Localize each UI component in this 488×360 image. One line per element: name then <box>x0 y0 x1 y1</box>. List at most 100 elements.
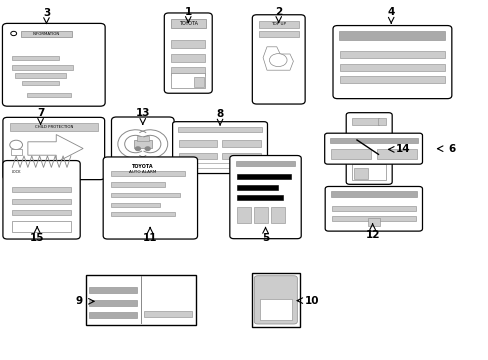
Bar <box>353 168 367 179</box>
Bar <box>340 51 444 58</box>
Bar <box>258 21 298 28</box>
Bar <box>12 65 73 69</box>
Text: 13: 13 <box>135 108 150 118</box>
Bar <box>89 287 137 293</box>
Bar <box>236 185 278 189</box>
Bar <box>339 31 445 40</box>
FancyBboxPatch shape <box>324 133 422 164</box>
Bar <box>351 118 378 125</box>
Text: TOYOTA: TOYOTA <box>132 164 153 169</box>
Bar <box>12 56 59 60</box>
Bar <box>111 182 165 187</box>
Bar <box>12 187 71 192</box>
FancyBboxPatch shape <box>346 113 391 184</box>
Bar <box>351 164 386 180</box>
Bar <box>329 138 417 143</box>
Bar <box>12 221 71 232</box>
Text: AUTO ALARM: AUTO ALARM <box>129 170 156 174</box>
Circle shape <box>10 140 22 150</box>
Bar <box>111 203 160 207</box>
Polygon shape <box>28 135 83 162</box>
Text: 7: 7 <box>37 108 44 118</box>
Bar <box>179 153 217 159</box>
Text: 15: 15 <box>30 233 44 243</box>
Text: 5: 5 <box>262 233 268 243</box>
Text: 9: 9 <box>76 296 82 306</box>
FancyBboxPatch shape <box>103 157 197 239</box>
FancyBboxPatch shape <box>254 276 297 324</box>
Text: 6: 6 <box>448 144 455 154</box>
Bar <box>22 81 59 85</box>
Text: 8: 8 <box>216 109 223 119</box>
Text: 1: 1 <box>184 6 191 17</box>
Bar <box>367 218 379 226</box>
Bar <box>179 140 217 147</box>
Bar <box>340 64 444 71</box>
Text: 14: 14 <box>395 144 410 154</box>
Bar <box>12 210 71 215</box>
FancyBboxPatch shape <box>229 156 301 239</box>
Circle shape <box>145 147 150 150</box>
Bar <box>330 149 370 159</box>
Bar <box>15 73 66 78</box>
Bar <box>111 212 175 216</box>
FancyBboxPatch shape <box>325 186 422 231</box>
Bar <box>12 199 71 204</box>
Bar <box>89 312 137 318</box>
Bar <box>89 300 137 306</box>
Bar <box>111 171 184 176</box>
Bar <box>10 123 98 131</box>
Bar <box>330 191 416 197</box>
Text: CHILD PROTECTION: CHILD PROTECTION <box>35 125 73 129</box>
FancyBboxPatch shape <box>164 13 212 93</box>
Circle shape <box>352 136 382 158</box>
Bar <box>376 149 416 159</box>
Bar <box>251 273 299 327</box>
Polygon shape <box>263 47 293 70</box>
FancyBboxPatch shape <box>332 26 451 99</box>
FancyBboxPatch shape <box>3 117 104 180</box>
Text: LOCK: LOCK <box>11 170 21 174</box>
Bar <box>258 31 298 37</box>
Bar <box>20 31 72 37</box>
Bar <box>340 76 444 84</box>
FancyBboxPatch shape <box>252 15 305 104</box>
FancyBboxPatch shape <box>111 117 174 180</box>
Text: INFORMATION: INFORMATION <box>33 32 60 36</box>
Bar <box>237 207 250 223</box>
Bar <box>271 207 285 223</box>
Circle shape <box>269 54 286 67</box>
Bar <box>331 206 415 211</box>
Bar <box>235 161 295 166</box>
Circle shape <box>135 147 140 150</box>
Bar <box>259 299 291 320</box>
Circle shape <box>358 140 376 154</box>
Text: TOP UP: TOP UP <box>271 22 285 27</box>
Text: 4: 4 <box>386 7 394 17</box>
Bar <box>11 149 21 155</box>
Bar <box>137 136 148 141</box>
FancyBboxPatch shape <box>2 23 105 106</box>
Bar <box>377 118 386 125</box>
Bar <box>254 207 267 223</box>
Bar <box>171 54 205 62</box>
FancyBboxPatch shape <box>3 161 80 239</box>
Bar <box>171 67 205 75</box>
Bar <box>236 174 291 179</box>
Bar <box>85 275 195 325</box>
Text: 10: 10 <box>304 296 319 306</box>
Bar <box>111 193 180 198</box>
Bar <box>27 93 71 97</box>
Bar <box>178 127 261 132</box>
Bar <box>171 40 205 48</box>
Bar <box>236 195 283 199</box>
Bar <box>171 73 205 88</box>
Text: 2: 2 <box>275 6 282 17</box>
Bar <box>194 77 203 87</box>
Text: TOYOTA: TOYOTA <box>179 21 197 26</box>
FancyBboxPatch shape <box>172 122 267 174</box>
Bar <box>222 140 260 147</box>
Bar <box>331 216 415 221</box>
Text: 11: 11 <box>142 233 157 243</box>
Bar <box>179 163 261 168</box>
